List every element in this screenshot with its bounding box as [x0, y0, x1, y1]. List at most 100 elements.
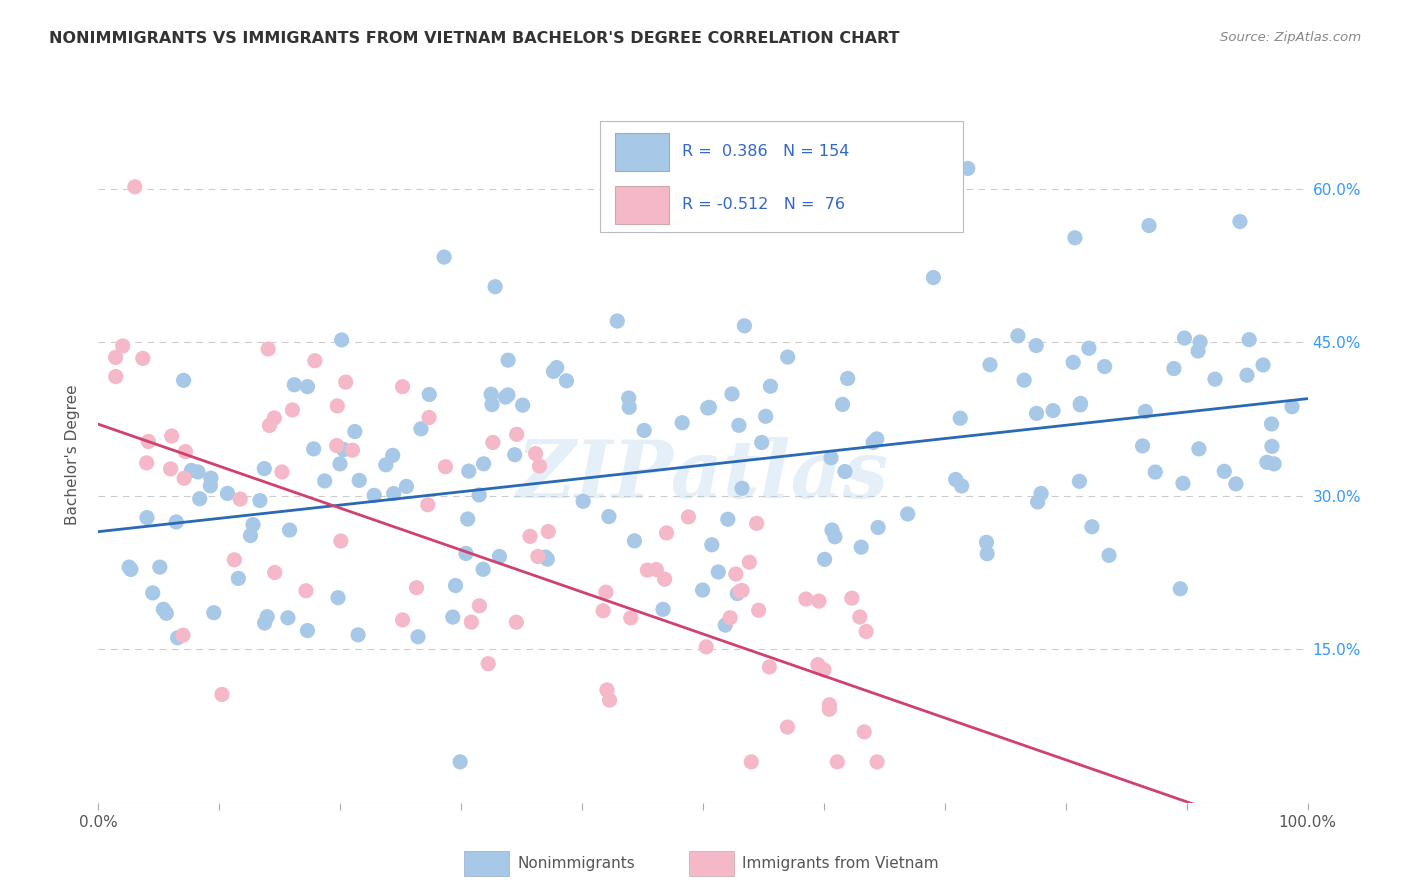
Text: Source: ZipAtlas.com: Source: ZipAtlas.com: [1220, 31, 1361, 45]
Point: [1173, 331, 1195, 345]
Point: [253, 461, 276, 475]
Point: [1012, 373, 1035, 387]
Point: [776, 720, 799, 734]
Point: [259, 418, 281, 433]
Point: [714, 618, 737, 632]
Point: [242, 517, 264, 532]
Point: [636, 563, 658, 577]
Point: [1081, 520, 1104, 534]
Point: [834, 465, 856, 479]
Point: [950, 479, 973, 493]
Point: [330, 333, 353, 347]
Point: [623, 533, 645, 548]
Point: [496, 353, 519, 368]
Point: [180, 463, 202, 477]
Point: [416, 498, 439, 512]
Point: [868, 520, 890, 534]
Point: [1236, 368, 1258, 383]
Point: [671, 416, 693, 430]
Point: [347, 474, 370, 488]
Point: [239, 528, 262, 542]
Point: [813, 552, 835, 566]
Point: [495, 390, 517, 404]
Point: [325, 438, 347, 452]
Point: [271, 465, 294, 479]
Point: [329, 457, 352, 471]
Point: [824, 530, 846, 544]
Point: [228, 571, 250, 585]
Point: [468, 599, 491, 613]
Point: [738, 555, 761, 569]
Point: [481, 398, 503, 412]
Text: ZIPatlas: ZIPatlas: [517, 437, 889, 515]
Point: [524, 447, 547, 461]
Point: [527, 549, 550, 564]
Point: [1263, 457, 1285, 471]
Point: [1171, 476, 1194, 491]
Point: [406, 630, 429, 644]
Point: [166, 631, 188, 645]
Point: [1229, 214, 1251, 228]
Point: [728, 584, 751, 599]
Point: [1069, 398, 1091, 412]
Point: [111, 339, 134, 353]
Point: [759, 379, 782, 393]
Point: [304, 353, 326, 368]
Point: [695, 640, 717, 654]
Point: [1069, 475, 1091, 489]
Point: [434, 459, 457, 474]
Point: [1251, 358, 1274, 372]
Point: [733, 318, 755, 333]
Point: [728, 418, 751, 433]
Point: [543, 364, 565, 378]
Point: [831, 397, 853, 411]
Point: [821, 523, 844, 537]
Point: [256, 609, 278, 624]
Point: [488, 549, 510, 564]
Point: [136, 510, 159, 524]
Point: [249, 493, 271, 508]
Point: [700, 538, 723, 552]
Point: [120, 562, 142, 576]
Point: [1188, 442, 1211, 456]
Point: [444, 578, 467, 592]
Point: [263, 411, 285, 425]
FancyBboxPatch shape: [614, 133, 669, 171]
Point: [818, 702, 841, 716]
Point: [945, 473, 967, 487]
Point: [1261, 439, 1284, 453]
Point: [1025, 406, 1047, 420]
Point: [866, 755, 889, 769]
Point: [173, 373, 195, 387]
Point: [820, 450, 842, 465]
Point: [725, 586, 748, 600]
Point: [853, 725, 876, 739]
Point: [976, 535, 998, 549]
Point: [537, 524, 560, 539]
Point: [776, 350, 799, 364]
Point: [460, 615, 482, 629]
Point: [449, 755, 471, 769]
Point: [655, 525, 678, 540]
Point: [1094, 359, 1116, 374]
Point: [187, 465, 209, 479]
Point: [496, 388, 519, 402]
Point: [745, 516, 768, 531]
Point: [855, 624, 877, 639]
Point: [724, 567, 747, 582]
Point: [841, 591, 863, 606]
Point: [1077, 341, 1099, 355]
Point: [1204, 372, 1226, 386]
Point: [596, 682, 619, 697]
Point: [1064, 231, 1087, 245]
Point: [512, 398, 534, 412]
Point: [755, 409, 778, 424]
Point: [363, 488, 385, 502]
Point: [155, 607, 177, 621]
Point: [976, 547, 998, 561]
Point: [278, 523, 301, 537]
Point: [326, 399, 349, 413]
Point: [457, 464, 479, 478]
Point: [979, 358, 1001, 372]
Point: [1070, 396, 1092, 410]
